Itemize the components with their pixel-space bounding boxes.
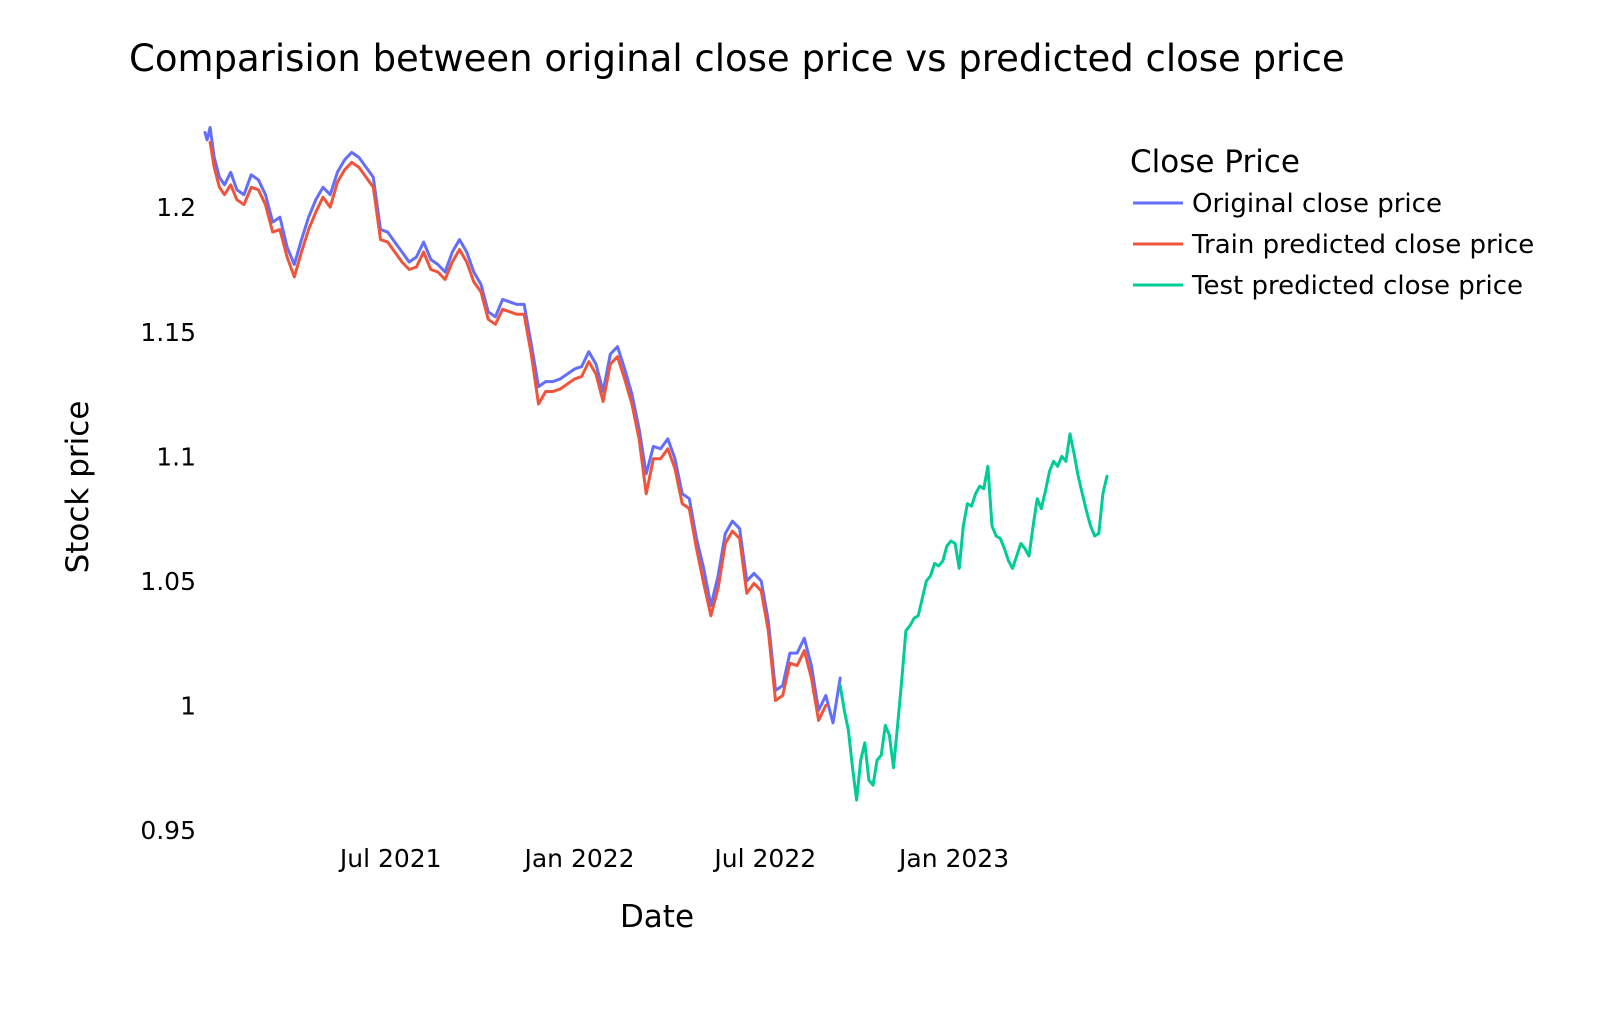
y-tick-label: 1.15: [140, 318, 196, 347]
y-tick-label: 1.2: [156, 193, 196, 222]
plot-area: [203, 126, 1109, 802]
y-tick-label: 0.95: [140, 816, 196, 845]
legend-label: Train predicted close price: [1191, 230, 1534, 260]
x-tick-label: Jan 2022: [522, 844, 634, 873]
series-line-1: [203, 126, 842, 725]
y-axis-title: Stock price: [60, 401, 96, 574]
y-tick-label: 1.1: [156, 442, 196, 471]
legend-label: Test predicted close price: [1191, 271, 1523, 301]
x-axis-ticks: Jul 2021 Jan 2022 Jul 2022 Jan 2023: [338, 844, 1009, 873]
x-axis-title: Date: [620, 899, 694, 935]
series-line-3: [838, 432, 1109, 802]
chart-title: Comparision between original close price…: [129, 37, 1345, 80]
y-axis-ticks: 0.95 1 1.05 1.1 1.15 1.2: [140, 193, 196, 845]
x-tick-label: Jan 2023: [897, 844, 1009, 873]
series-line-2: [208, 140, 828, 722]
legend: Close Price Original close price Train pr…: [1130, 144, 1534, 301]
x-tick-label: Jul 2022: [712, 844, 816, 873]
legend-label: Original close price: [1192, 189, 1442, 219]
legend-title: Close Price: [1130, 144, 1300, 180]
y-tick-label: 1.05: [140, 567, 196, 596]
x-tick-label: Jul 2021: [338, 844, 442, 873]
y-tick-label: 1: [180, 691, 196, 720]
